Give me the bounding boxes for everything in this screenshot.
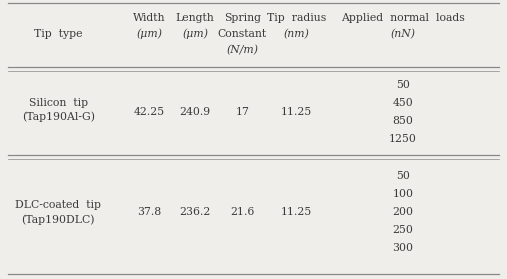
Text: 21.6: 21.6 [230, 207, 255, 217]
Text: 50: 50 [396, 171, 410, 181]
Text: Applied  normal  loads: Applied normal loads [341, 13, 465, 23]
Text: 100: 100 [392, 189, 414, 199]
Text: Constant: Constant [218, 29, 267, 39]
Text: 17: 17 [235, 107, 249, 117]
Text: DLC-coated  tip: DLC-coated tip [15, 200, 101, 210]
Text: (Tap190Al-G): (Tap190Al-G) [22, 112, 95, 122]
Text: Length: Length [176, 13, 214, 23]
Text: (N/m): (N/m) [226, 45, 259, 55]
Text: Silicon  tip: Silicon tip [29, 98, 88, 108]
Text: 37.8: 37.8 [137, 207, 162, 217]
Text: 300: 300 [392, 243, 414, 253]
Text: 11.25: 11.25 [281, 107, 312, 117]
Text: (μm): (μm) [182, 29, 208, 39]
Text: (μm): (μm) [136, 29, 163, 39]
Text: 850: 850 [392, 116, 414, 126]
Text: (nm): (nm) [283, 29, 310, 39]
Text: (Tap190DLC): (Tap190DLC) [22, 215, 95, 225]
Text: 42.25: 42.25 [134, 107, 165, 117]
Text: 250: 250 [392, 225, 414, 235]
Text: Spring: Spring [224, 13, 261, 23]
Text: 240.9: 240.9 [179, 107, 211, 117]
Text: 450: 450 [393, 98, 413, 108]
Text: 11.25: 11.25 [281, 207, 312, 217]
Text: 236.2: 236.2 [179, 207, 211, 217]
Text: 1250: 1250 [389, 134, 417, 144]
Text: Width: Width [133, 13, 166, 23]
Text: Tip  radius: Tip radius [267, 13, 326, 23]
Text: (nN): (nN) [390, 29, 416, 39]
Text: 50: 50 [396, 80, 410, 90]
Text: 200: 200 [392, 207, 414, 217]
Text: Tip  type: Tip type [34, 29, 83, 39]
